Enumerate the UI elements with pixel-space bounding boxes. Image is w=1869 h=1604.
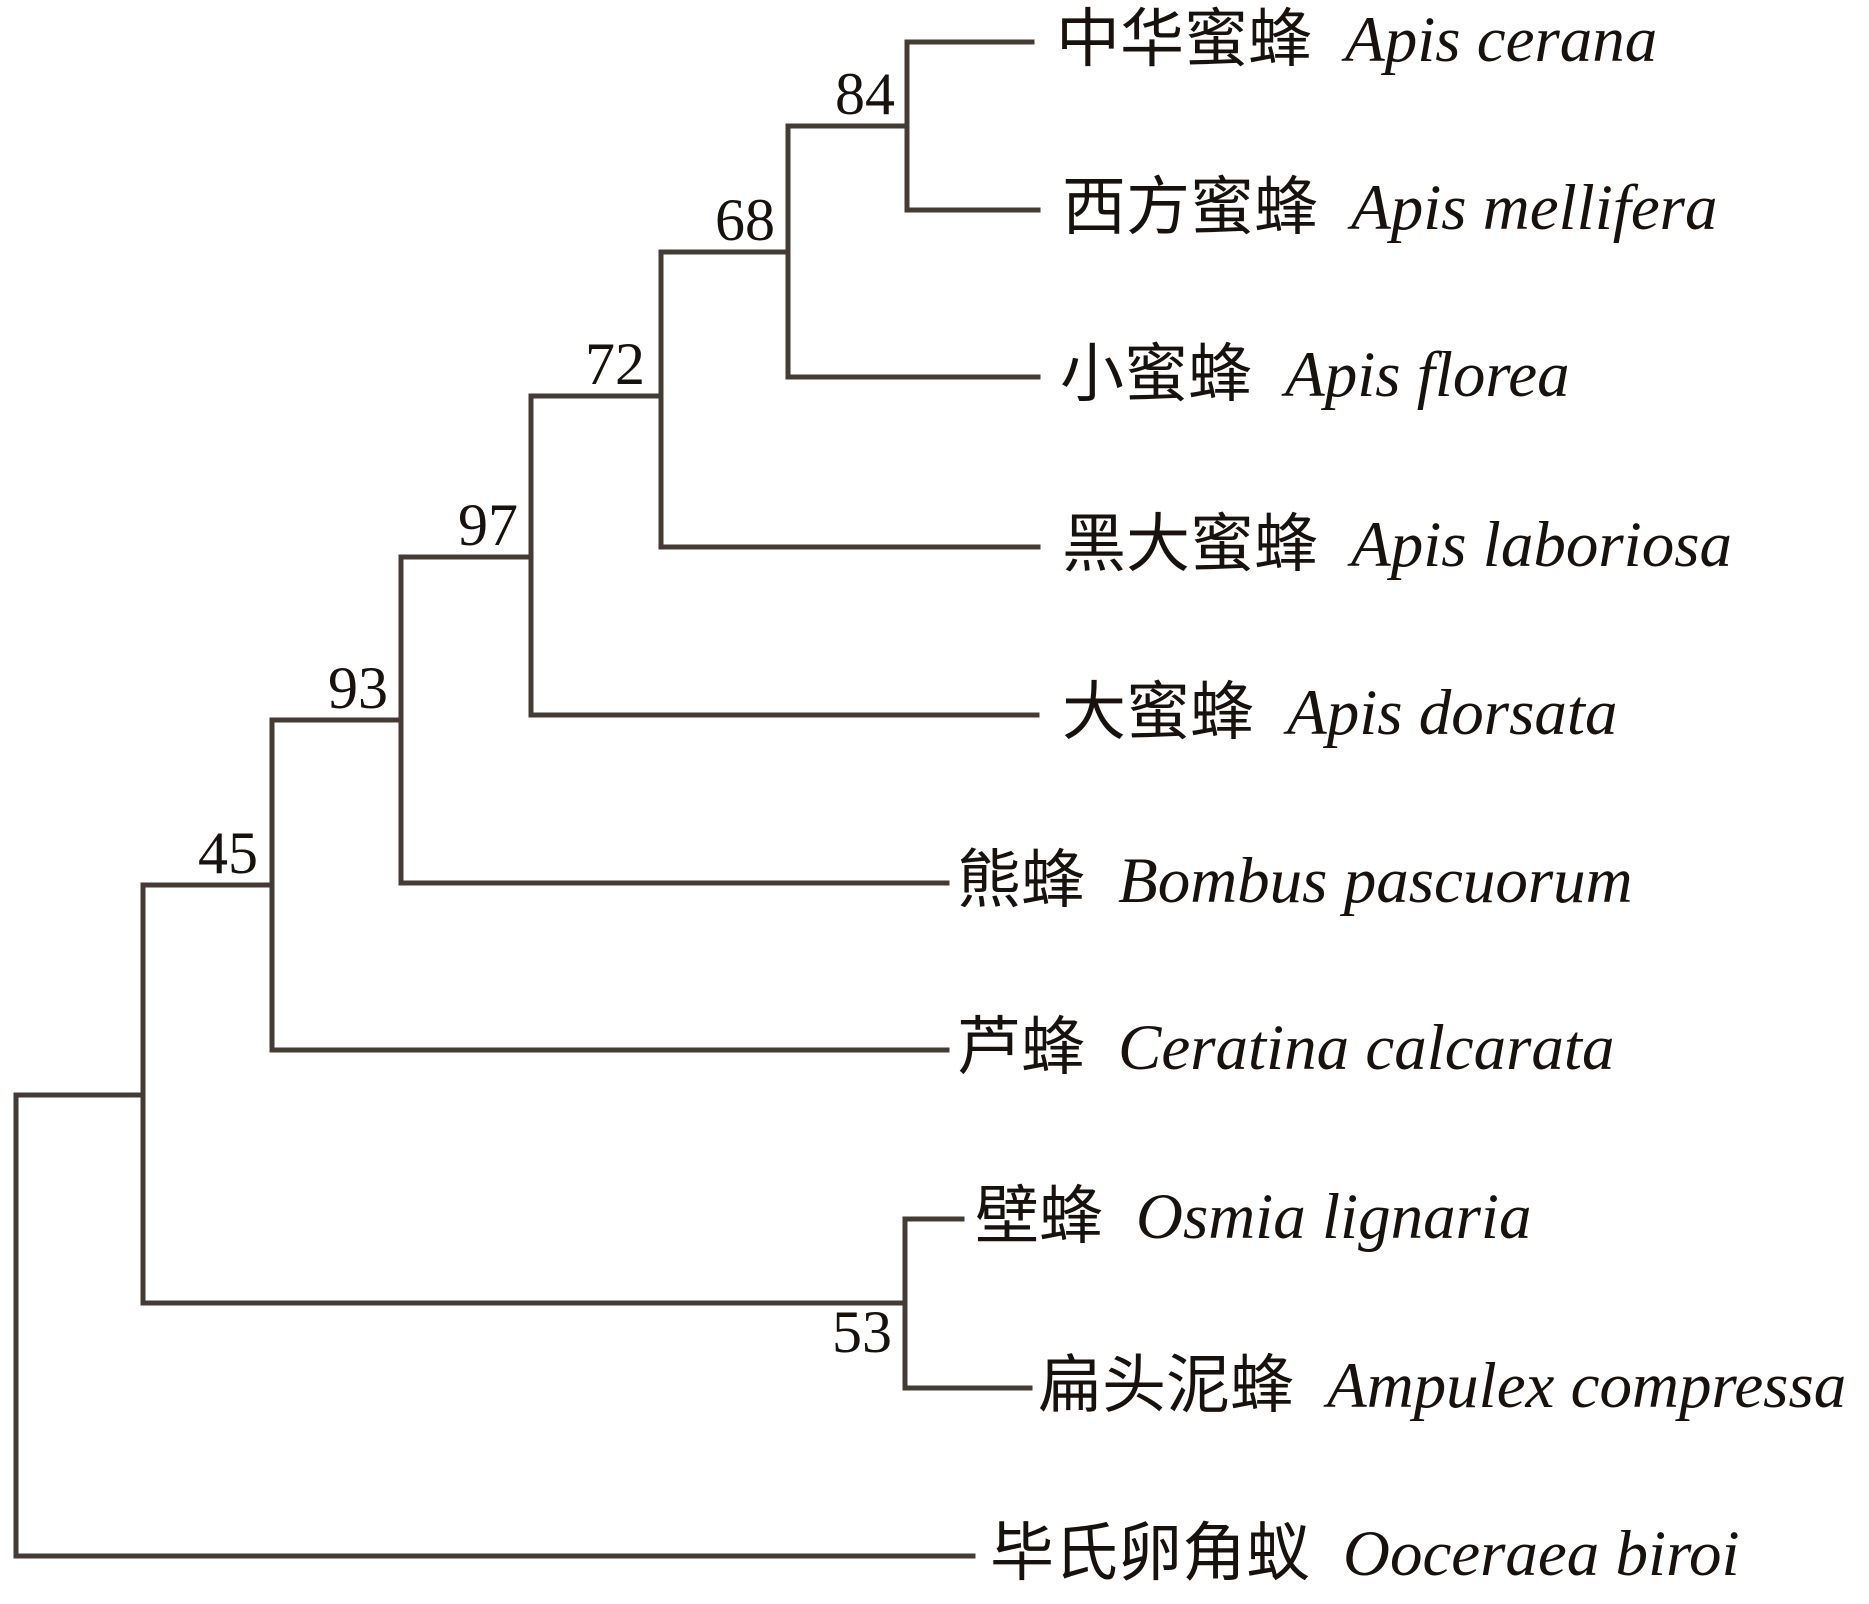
bootstrap-value-93: 93 [328, 655, 388, 721]
taxon-chinese-name: 熊蜂 [957, 845, 1085, 917]
bootstrap-value-53: 53 [832, 1298, 892, 1365]
taxon-chinese-name: 小蜜蜂 [1060, 339, 1252, 411]
taxon-label-apis-laboriosa: 黑大蜜蜂 Apis laboriosa [1062, 513, 1732, 578]
bootstrap-value-45: 45 [198, 820, 258, 886]
bootstrap-value-68: 68 [715, 187, 775, 253]
taxon-latin-name: Osmia lignaria [1136, 1181, 1532, 1254]
taxon-latin-name: Apis florea [1285, 339, 1570, 412]
taxon-label-ampulex-compressa: 扁头泥蜂 Ampulex compressa [1038, 1354, 1846, 1419]
taxon-chinese-name: 扁头泥蜂 [1038, 1350, 1294, 1422]
taxon-chinese-name: 芦蜂 [957, 1012, 1085, 1084]
taxon-chinese-name: 毕氏卵角蚁 [990, 1518, 1310, 1590]
bootstrap-value-97: 97 [458, 492, 518, 558]
taxon-label-apis-cerana: 中华蜜蜂 Apis cerana [1056, 8, 1657, 73]
bootstrap-value-84: 84 [835, 61, 895, 127]
taxon-label-apis-florea: 小蜜蜂 Apis florea [1060, 343, 1570, 408]
taxon-latin-name: Ceratina calcarata [1118, 1012, 1615, 1085]
taxon-latin-name: Apis laboriosa [1351, 509, 1733, 582]
taxon-label-apis-mellifera: 西方蜜蜂 Apis mellifera [1062, 176, 1717, 241]
taxon-chinese-name: 大蜜蜂 [1062, 677, 1254, 749]
taxon-chinese-name: 壁蜂 [975, 1181, 1103, 1253]
taxon-label-bombus-pascuorum: 熊蜂 Bombus pascuorum [957, 849, 1633, 914]
taxon-label-ceratina-calcarata: 芦蜂 Ceratina calcarata [957, 1016, 1614, 1081]
taxon-latin-name: Apis mellifera [1351, 172, 1718, 245]
taxon-chinese-name: 西方蜜蜂 [1062, 172, 1318, 244]
taxon-label-apis-dorsata: 大蜜蜂 Apis dorsata [1062, 681, 1617, 746]
taxon-latin-name: Ampulex compressa [1327, 1350, 1847, 1423]
taxon-latin-name: Ooceraea biroi [1343, 1518, 1740, 1591]
taxon-chinese-name: 黑大蜜蜂 [1062, 509, 1318, 581]
taxon-label-osmia-lignaria: 壁蜂 Osmia lignaria [975, 1185, 1531, 1250]
taxon-latin-name: Bombus pascuorum [1118, 845, 1633, 918]
taxon-chinese-name: 中华蜜蜂 [1056, 4, 1312, 76]
taxon-latin-name: Apis dorsata [1287, 677, 1618, 750]
taxon-label-ooceraea-biroi: 毕氏卵角蚁 Ooceraea biroi [990, 1522, 1740, 1587]
bootstrap-value-72: 72 [585, 331, 645, 397]
taxon-latin-name: Apis cerana [1345, 4, 1658, 77]
